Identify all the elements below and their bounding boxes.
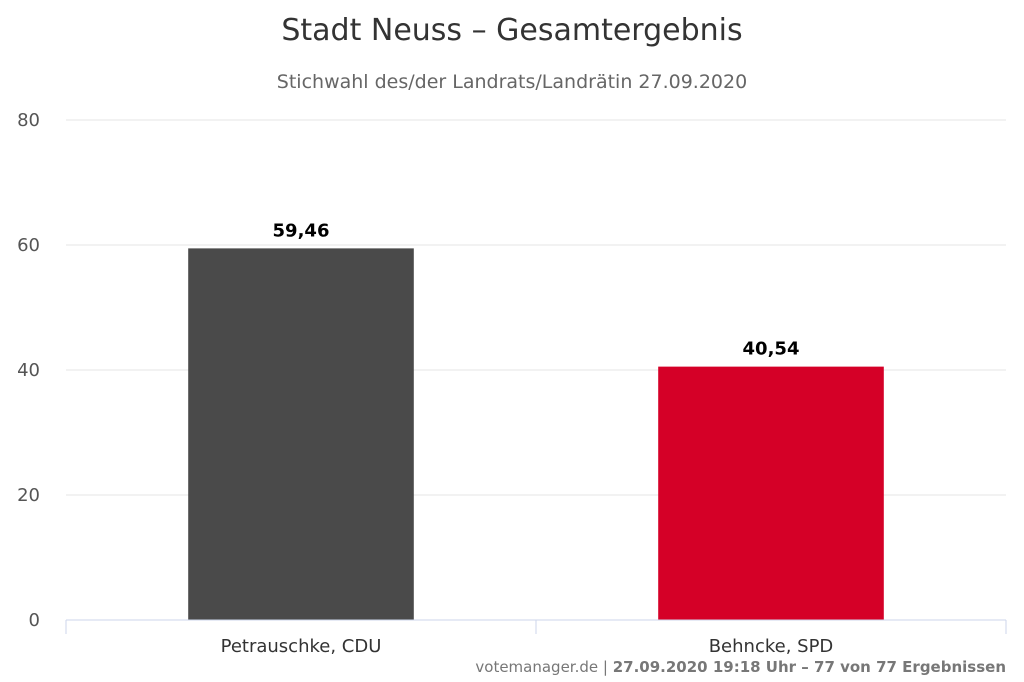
credit-separator: | <box>598 658 613 676</box>
y-tick-label: 20 <box>17 485 40 506</box>
chart-title: Stadt Neuss – Gesamtergebnis <box>281 13 742 48</box>
data-label: 59,46 <box>273 220 330 241</box>
y-tick-label: 60 <box>17 235 40 256</box>
credit-info: 27.09.2020 19:18 Uhr – 77 von 77 Ergebni… <box>613 658 1006 676</box>
bar[interactable] <box>188 248 414 620</box>
y-axis-ticks: 0 20 40 60 80 <box>17 110 40 631</box>
x-tick-label: Petrauschke, CDU <box>221 636 382 657</box>
y-tick-label: 40 <box>17 360 40 381</box>
data-labels: 59,46 40,54 <box>273 220 800 359</box>
y-tick-label: 0 <box>29 610 40 631</box>
y-tick-label: 80 <box>17 110 40 131</box>
bar[interactable] <box>658 366 884 620</box>
chart-subtitle: Stichwahl des/der Landrats/Landrätin 27.… <box>277 71 747 93</box>
x-tick-label: Behncke, SPD <box>709 636 834 657</box>
x-axis-ticks: Petrauschke, CDU Behncke, SPD <box>65 620 1007 657</box>
credit-line[interactable]: votemanager.de | 27.09.2020 19:18 Uhr – … <box>475 658 1006 676</box>
credit-source[interactable]: votemanager.de <box>475 658 598 676</box>
bars <box>188 248 884 620</box>
data-label: 40,54 <box>743 339 800 360</box>
